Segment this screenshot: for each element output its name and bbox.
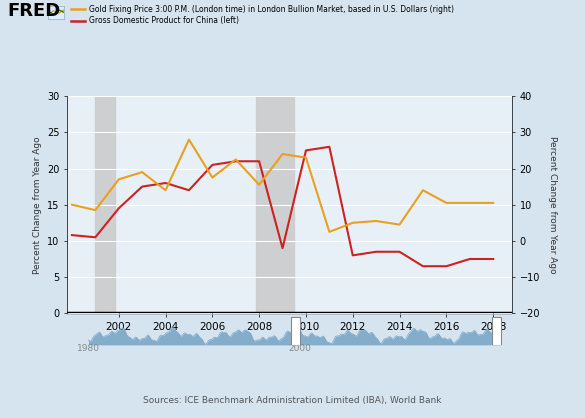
Text: Sources: ICE Benchmark Administration Limited (IBA), World Bank: Sources: ICE Benchmark Administration Li… bbox=[143, 396, 442, 405]
Y-axis label: Percent Change from Year Ago: Percent Change from Year Ago bbox=[33, 136, 42, 273]
Text: 1980: 1980 bbox=[77, 344, 100, 352]
Bar bbox=[95, 96, 115, 313]
Text: FRED: FRED bbox=[8, 2, 61, 20]
Y-axis label: Percent Change from Year Ago: Percent Change from Year Ago bbox=[548, 136, 557, 273]
Bar bbox=[256, 96, 294, 313]
Text: 2000: 2000 bbox=[289, 344, 312, 352]
Bar bbox=[492, 317, 501, 345]
Legend: Gold Fixing Price 3:00 P.M. (London time) in London Bullion Market, based in U.S: Gold Fixing Price 3:00 P.M. (London time… bbox=[71, 5, 453, 25]
Bar bbox=[291, 317, 300, 345]
